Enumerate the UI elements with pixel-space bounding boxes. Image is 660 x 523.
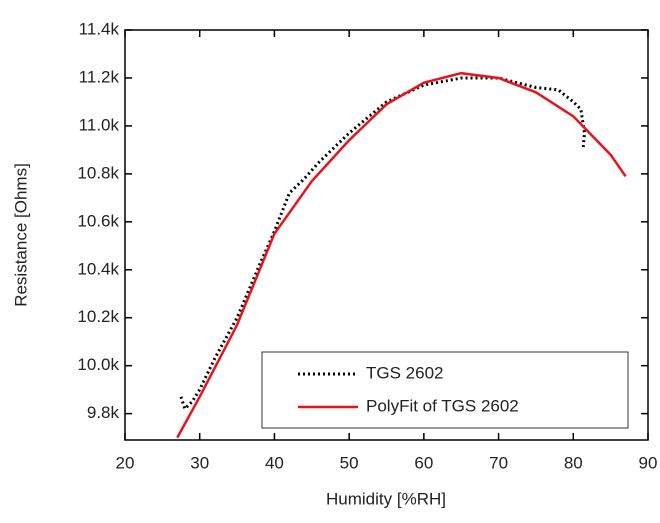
x-tick-label: 70 bbox=[489, 453, 508, 472]
y-tick-label: 10.0k bbox=[77, 355, 119, 374]
y-tick-label: 10.4k bbox=[77, 259, 119, 278]
y-tick-label: 10.2k bbox=[77, 307, 119, 326]
legend-box bbox=[261, 351, 629, 429]
y-tick-label: 11.2k bbox=[79, 67, 120, 86]
x-tick-label: 50 bbox=[340, 453, 359, 472]
x-tick-label: 90 bbox=[639, 453, 658, 472]
plot-area bbox=[176, 71, 627, 439]
legend-label: PolyFit of TGS 2602 bbox=[366, 396, 519, 415]
x-tick-label: 60 bbox=[414, 453, 433, 472]
y-tick-label: 10.8k bbox=[77, 163, 119, 182]
x-tick-label: 30 bbox=[190, 453, 209, 472]
y-tick-label: 10.6k bbox=[77, 211, 119, 230]
y-tick-label: 11.0k bbox=[79, 115, 120, 134]
x-axis-label: Humidity [%RH] bbox=[326, 489, 446, 508]
plot-frame bbox=[124, 29, 649, 441]
y-axis-label: Resistance [Ohms] bbox=[11, 163, 30, 307]
legend-label: TGS 2602 bbox=[366, 363, 444, 382]
y-tick-label: 11.4k bbox=[79, 19, 120, 38]
x-tick-label: 80 bbox=[564, 453, 583, 472]
x-tick-label: 20 bbox=[116, 453, 135, 472]
y-tick-label: 9.8k bbox=[87, 403, 120, 422]
series-line bbox=[176, 71, 627, 439]
x-tick-label: 40 bbox=[265, 453, 284, 472]
